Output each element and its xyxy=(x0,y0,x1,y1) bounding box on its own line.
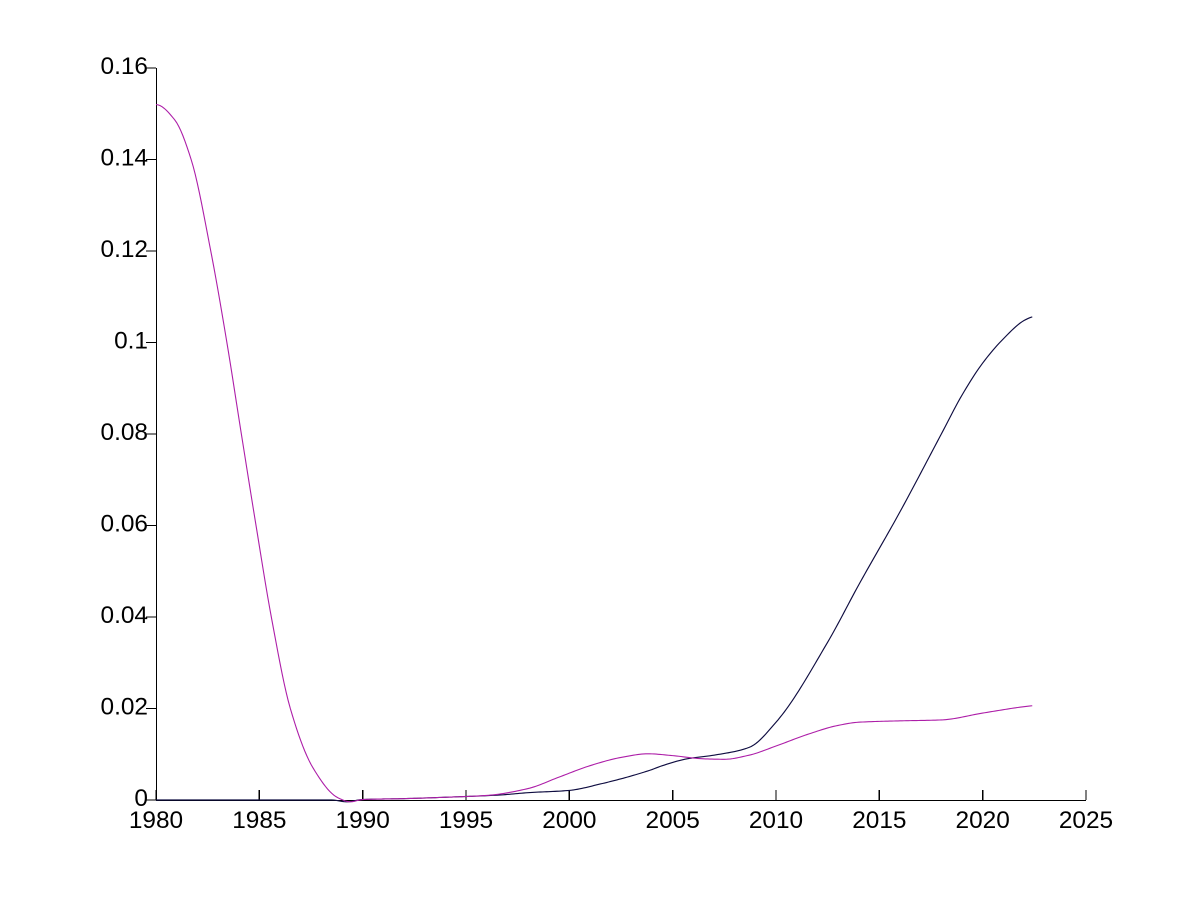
svg-text:2010: 2010 xyxy=(749,807,803,834)
svg-text:2005: 2005 xyxy=(646,807,700,834)
svg-text:0.06: 0.06 xyxy=(101,511,148,538)
svg-text:0.1: 0.1 xyxy=(114,328,148,355)
svg-text:2025: 2025 xyxy=(1059,807,1113,834)
svg-text:1980: 1980 xyxy=(129,807,183,834)
svg-text:1985: 1985 xyxy=(232,807,286,834)
svg-text:1995: 1995 xyxy=(439,807,493,834)
svg-text:0.12: 0.12 xyxy=(101,236,148,263)
svg-text:2020: 2020 xyxy=(956,807,1010,834)
svg-text:0.04: 0.04 xyxy=(101,602,148,629)
svg-text:0.08: 0.08 xyxy=(101,419,148,446)
svg-text:2015: 2015 xyxy=(852,807,906,834)
svg-text:2000: 2000 xyxy=(542,807,596,834)
svg-text:1990: 1990 xyxy=(336,807,390,834)
svg-text:0.14: 0.14 xyxy=(101,145,148,172)
svg-text:0.02: 0.02 xyxy=(101,694,148,721)
svg-text:0.16: 0.16 xyxy=(101,53,148,80)
